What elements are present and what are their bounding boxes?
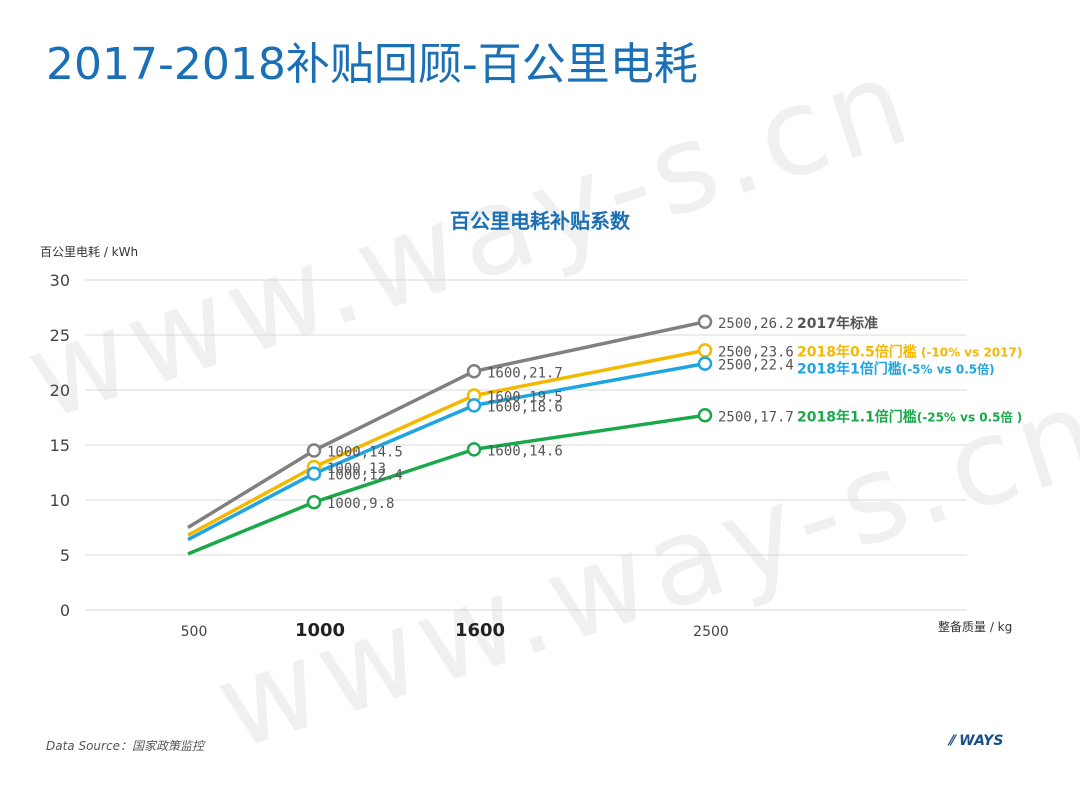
data-point (306, 443, 322, 458)
series-line (187, 413, 706, 556)
series-line (187, 361, 706, 542)
series-name-suffix: (-25% vs 0.5倍 ) (917, 409, 1022, 424)
data-label: 1000,9.8 (327, 496, 394, 512)
data-label: 1600,19.5 (487, 390, 563, 406)
data-label: 2500,22.4 (718, 358, 794, 374)
y-tick-label: 5 (60, 546, 70, 565)
x-tick-label: 1600 (455, 620, 505, 641)
data-label: 1000,13 (327, 461, 386, 477)
y-tick-label: 30 (50, 271, 70, 290)
x-tick-label: 2500 (693, 624, 729, 640)
data-label: 1000,12.4 (327, 468, 403, 484)
series-line (187, 348, 706, 537)
series-name-label: 2018年0.5倍门槛 (-10% vs 2017) (797, 343, 1022, 360)
x-axis-label: 整备质量 / kg (938, 620, 1013, 634)
x-tick-label: 1000 (295, 620, 345, 641)
logo-text: WAYS (959, 733, 1004, 749)
data-label: 1600,18.6 (487, 399, 563, 415)
y-tick-label: 10 (50, 491, 70, 510)
data-label: 2500,17.7 (718, 409, 794, 425)
series-name-suffix: (-5% vs 0.5倍) (902, 362, 995, 377)
series-name-label: 2018年1倍门槛(-5% vs 0.5倍) (797, 361, 995, 378)
data-point (697, 408, 713, 423)
ways-logo: ⫽ WAYS (948, 733, 1004, 749)
series-name: 2018年1倍门槛 (797, 361, 902, 378)
y-tick-label: 20 (50, 381, 70, 400)
data-point (466, 442, 482, 457)
data-point (466, 364, 482, 379)
data-label: 2500,23.6 (718, 344, 794, 360)
x-tick-label: 500 (181, 624, 208, 640)
series-name-label: 2018年1.1倍门槛(-25% vs 0.5倍 ) (797, 408, 1022, 425)
page-title: 2017-2018补贴回顾-百公里电耗 (46, 39, 698, 90)
data-label: 1000,14.5 (327, 445, 403, 461)
series-line (187, 320, 706, 529)
y-tick-label: 15 (50, 436, 70, 455)
series-name: 2017年标准 (797, 315, 878, 332)
logo-icon: ⫽ (948, 733, 955, 749)
series-name-label: 2017年标准 (797, 315, 878, 332)
data-point (466, 398, 482, 413)
data-point (306, 494, 322, 510)
data-label: 1600,14.6 (487, 443, 563, 459)
y-tick-label: 0 (60, 601, 70, 620)
data-point (306, 466, 322, 481)
data-source: Data Source：国家政策监控 (46, 739, 204, 753)
series-name: 2018年1.1倍门槛 (797, 408, 917, 425)
y-axis-label: 百公里电耗 / kWh (40, 245, 139, 259)
data-label: 1600,21.7 (487, 365, 563, 381)
data-point (697, 356, 713, 371)
data-point (697, 343, 713, 358)
data-point (697, 314, 713, 330)
y-tick-label: 25 (50, 326, 70, 345)
series-name-suffix: (-10% vs 2017) (917, 345, 1023, 359)
chart-title: 百公里电耗补贴系数 (450, 209, 630, 233)
data-label: 2500,26.2 (718, 316, 794, 332)
series-name: 2018年0.5倍门槛 (797, 343, 917, 360)
